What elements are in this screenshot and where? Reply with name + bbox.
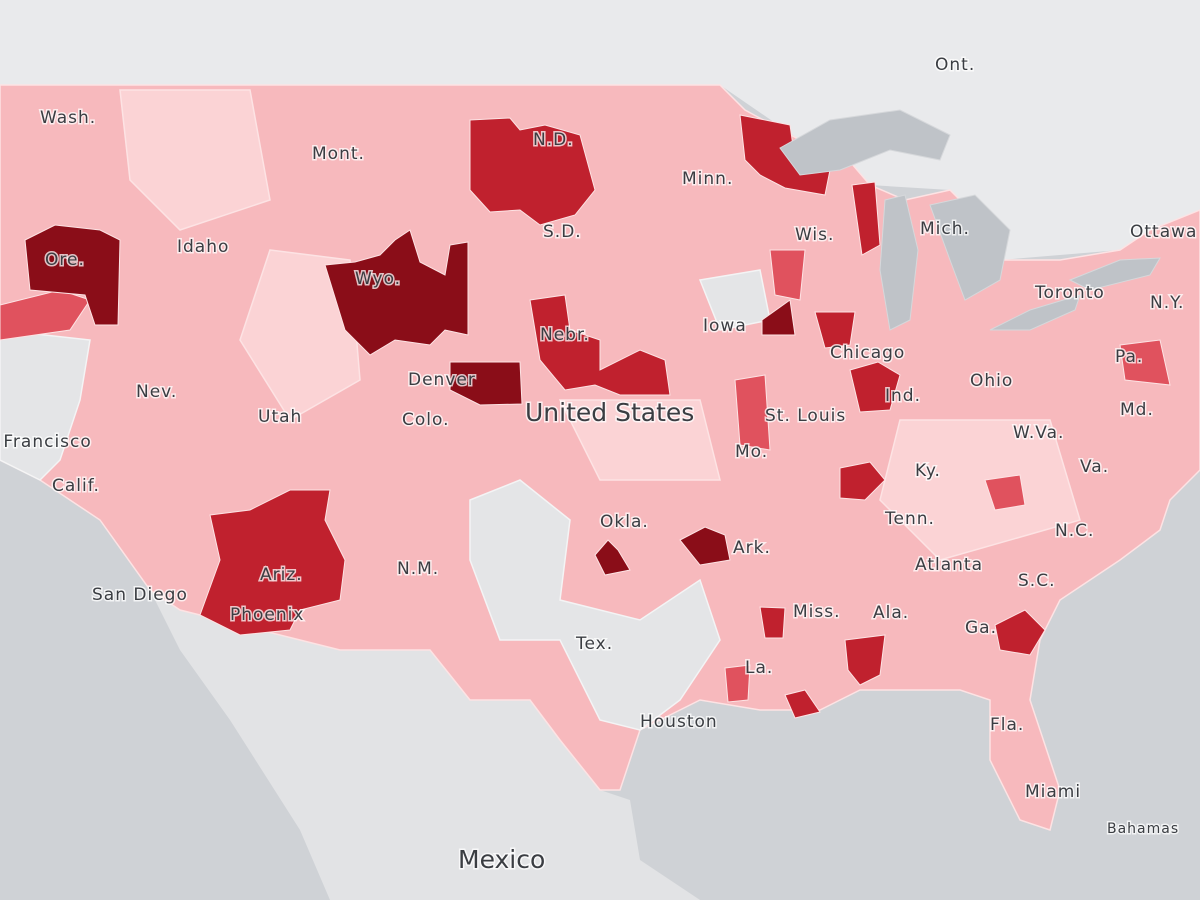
light-region xyxy=(558,399,721,481)
place-label: Ore. xyxy=(45,250,85,270)
lake-superior xyxy=(779,109,951,176)
place-label: Ariz. xyxy=(260,565,303,585)
place-label: United States xyxy=(525,398,694,427)
region xyxy=(529,294,671,396)
region xyxy=(761,299,796,336)
mexico xyxy=(150,590,700,900)
place-label: Ottawa xyxy=(1130,222,1197,242)
region xyxy=(594,539,631,576)
place-label: Mont. xyxy=(312,144,365,164)
place-label: Nev. xyxy=(136,382,177,402)
region xyxy=(449,361,523,406)
place-label: Va. xyxy=(1080,457,1109,477)
region xyxy=(851,181,881,256)
light-region xyxy=(239,249,361,422)
place-label: Ky. xyxy=(915,461,941,481)
place-label: Ind. xyxy=(885,386,921,406)
place-label: St. Louis xyxy=(765,406,846,426)
labels: Ont. Wash. Mont. N.D. Minn. Mich. Ottawa… xyxy=(0,54,1198,876)
place-label: La. xyxy=(745,658,773,678)
region xyxy=(199,489,346,636)
region xyxy=(469,117,596,226)
place-label: Fla. xyxy=(990,715,1024,735)
place-label: Mo. xyxy=(735,442,768,462)
light-region xyxy=(119,89,271,231)
place-label: Miss. xyxy=(793,602,841,622)
place-label: Bahamas xyxy=(1107,821,1179,837)
region xyxy=(724,664,751,703)
place-label: Pa. xyxy=(1115,347,1143,367)
lake-michigan xyxy=(879,194,919,331)
region xyxy=(759,606,786,639)
place-label: W.Va. xyxy=(1013,423,1064,443)
place-label: San Francisco xyxy=(0,432,92,452)
place-label: Tenn. xyxy=(884,509,935,529)
region xyxy=(769,249,806,301)
lake-ontario xyxy=(1068,257,1161,291)
canada xyxy=(0,0,1200,260)
place-label: S.D. xyxy=(543,222,582,242)
region xyxy=(679,526,731,566)
place-label: Md. xyxy=(1120,400,1154,420)
lake-erie xyxy=(989,294,1081,331)
region xyxy=(24,224,121,326)
place-label: Chicago xyxy=(830,343,905,363)
place-label: Toronto xyxy=(1034,283,1105,303)
region xyxy=(1119,339,1171,386)
place-label: Atlanta xyxy=(915,555,983,575)
region xyxy=(734,374,771,451)
place-label: Mexico xyxy=(458,845,545,874)
place-label: Ala. xyxy=(873,603,909,623)
place-label: S.C. xyxy=(1018,571,1055,591)
gray-region xyxy=(0,329,91,481)
place-label: N.M. xyxy=(397,559,439,579)
place-label: Nebr. xyxy=(540,325,590,345)
region xyxy=(994,609,1046,656)
place-label: Houston xyxy=(640,712,718,732)
place-label: Utah xyxy=(258,407,302,427)
region xyxy=(839,461,886,501)
place-label: Ont. xyxy=(935,55,975,75)
place-label: Denver xyxy=(408,370,476,390)
region xyxy=(844,634,886,686)
place-label: N.D. xyxy=(533,130,574,150)
place-label: N.C. xyxy=(1055,521,1094,541)
place-label: Calif. xyxy=(52,476,100,496)
place-label: Ohio xyxy=(970,371,1013,391)
place-label: Mich. xyxy=(920,219,970,239)
region xyxy=(784,689,821,719)
place-label: Wyo. xyxy=(355,269,401,289)
place-label: Okla. xyxy=(600,512,649,532)
region xyxy=(0,289,91,341)
region xyxy=(849,361,901,413)
region xyxy=(984,474,1026,511)
gray-region xyxy=(469,479,721,731)
place-label: Phoenix xyxy=(230,605,304,625)
place-label: Ark. xyxy=(733,538,771,558)
place-label: Colo. xyxy=(402,410,450,430)
place-label: Idaho xyxy=(177,237,229,257)
lake-huron xyxy=(929,194,1011,301)
place-label: Minn. xyxy=(682,169,733,189)
place-label: Miami xyxy=(1025,782,1081,802)
place-label: Wis. xyxy=(795,225,834,245)
place-label: Tex. xyxy=(575,634,613,654)
place-label: Ga. xyxy=(965,618,997,638)
region xyxy=(814,311,856,349)
place-label: N.Y. xyxy=(1150,293,1184,313)
place-label: Wash. xyxy=(40,108,96,128)
region xyxy=(324,229,469,356)
place-label: Iowa xyxy=(703,316,747,336)
light-region xyxy=(879,419,1081,561)
place-label: San Diego xyxy=(92,585,188,605)
